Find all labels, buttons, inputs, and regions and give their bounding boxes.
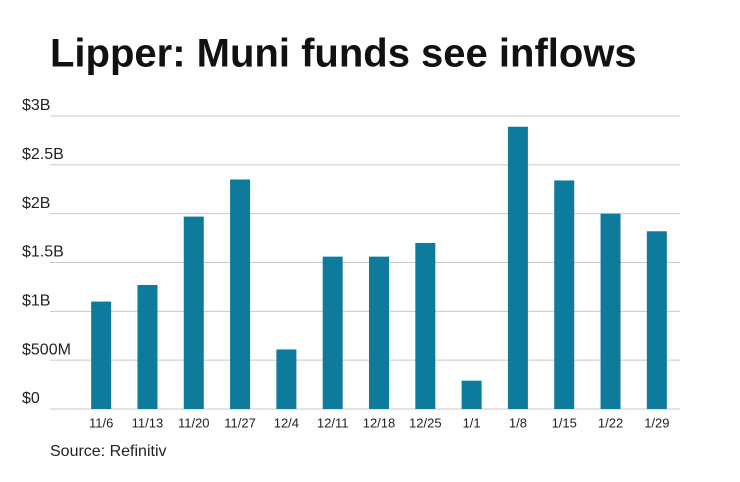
bar xyxy=(369,256,389,409)
bar xyxy=(507,126,528,409)
x-tick-label: 11/20 xyxy=(178,415,210,430)
x-tick-label: 12/18 xyxy=(363,415,396,430)
x-tick-label: 11/13 xyxy=(132,415,164,430)
chart-title: Lipper: Muni funds see inflows xyxy=(50,32,637,76)
x-tick-label: 1/1 xyxy=(463,415,481,430)
x-tick-label: 1/15 xyxy=(552,415,577,430)
bar xyxy=(461,380,482,409)
bar xyxy=(415,242,436,409)
x-tick-label: 1/8 xyxy=(509,415,527,430)
source: Source: Refinitiv xyxy=(50,443,167,460)
x-tick-label: 12/25 xyxy=(409,415,442,430)
bar xyxy=(276,349,297,409)
y-tick-label: $3B xyxy=(22,97,50,114)
y-tick-label: $2B xyxy=(22,195,50,212)
bar xyxy=(600,213,621,409)
bar xyxy=(137,284,158,409)
bar xyxy=(322,256,343,409)
x-tick-label: 12/11 xyxy=(317,415,349,430)
bar xyxy=(646,231,667,409)
y-tick-label: $0 xyxy=(22,390,40,407)
x-tick-label: 12/4 xyxy=(274,415,299,430)
y-tick-label: $1B xyxy=(22,293,50,310)
x-tick-label: 1/22 xyxy=(598,415,623,430)
x-tick-label: 11/6 xyxy=(89,415,113,430)
x-tick-label: 11/27 xyxy=(224,415,256,430)
x-tick-label: 1/29 xyxy=(644,415,669,430)
bar xyxy=(183,216,204,409)
bar xyxy=(554,180,575,409)
bar xyxy=(230,179,251,409)
y-tick-label: $1.5B xyxy=(22,244,64,261)
y-tick-label: $2.5B xyxy=(22,146,64,163)
y-tick-label: $500M xyxy=(22,341,71,358)
bar xyxy=(91,301,112,409)
